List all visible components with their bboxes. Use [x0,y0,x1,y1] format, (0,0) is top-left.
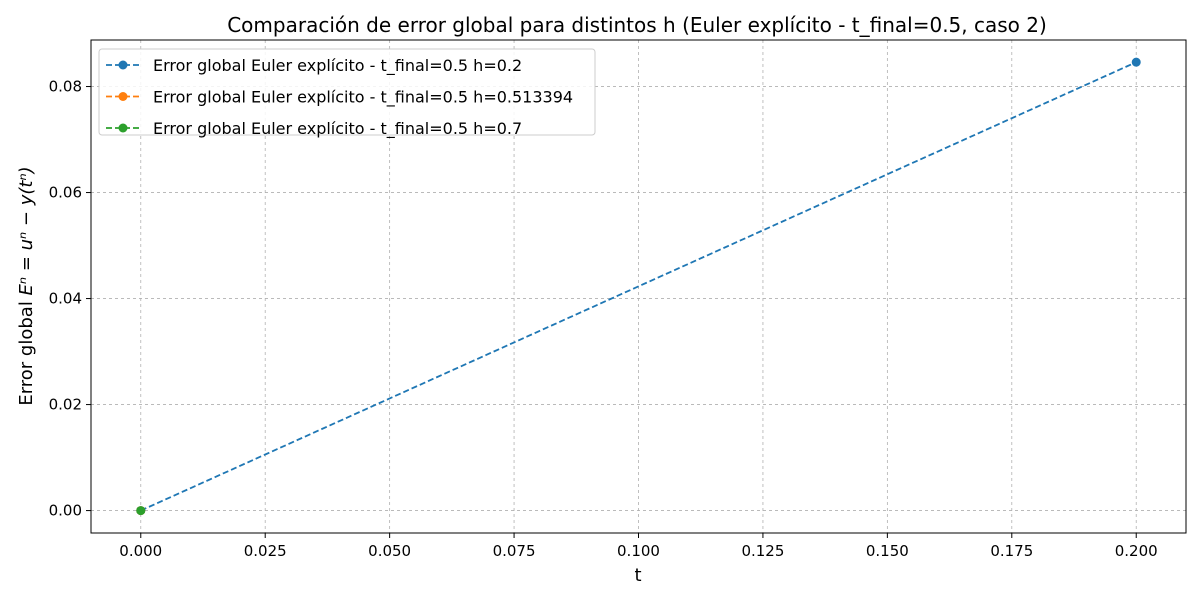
tick-layer: 0.000 0.025 0.050 0.075 0.100 0.125 0.150 0.175… [49,78,1158,560]
legend-label: Error global Euler explícito - t_final=0… [153,88,573,108]
legend-marker [118,60,128,70]
x-tick-label: 0.150 [866,542,909,560]
legend: Error global Euler explícito - t_final=0… [98,48,596,139]
y-tick-label: 0.08 [49,78,82,96]
series-line [140,61,1137,512]
y-axis-label-prefix: Error global [16,295,37,405]
legend-label: Error global Euler explícito - t_final=0… [153,56,522,76]
x-tick-label: 0.025 [244,542,287,560]
x-tick-label: 0.050 [368,542,411,560]
legend-entry: Error global Euler explícito - t_final=0… [106,56,522,76]
x-tick-label: 0.100 [617,542,660,560]
data-point [136,506,146,516]
data-point [1131,57,1141,67]
chart-title: Comparación de error global para distint… [227,13,1047,37]
y-tick-label: 0.06 [49,184,82,202]
x-tick-label: 0.125 [741,542,784,560]
y-axis-label: Error global Eⁿ = uⁿ − y(tⁿ) [16,166,37,405]
y-tick-label: 0.04 [49,290,82,308]
legend-entry: Error global Euler explícito - t_final=0… [106,119,522,139]
x-tick-label: 0.200 [1115,542,1158,560]
legend-frame [98,48,596,136]
x-tick-label: 0.000 [119,542,162,560]
y-tick-label: 0.02 [49,396,82,414]
y-tick-label: 0.00 [49,502,82,520]
x-tick-label: 0.075 [493,542,536,560]
legend-items: Error global Euler explícito - t_final=0… [106,56,573,139]
series-layer [136,57,1141,516]
legend-entry: Error global Euler explícito - t_final=0… [106,88,573,108]
legend-label: Error global Euler explícito - t_final=0… [153,119,522,139]
x-axis-label: t [634,565,641,586]
series-3 [136,506,146,516]
legend-marker [118,92,128,101]
x-tick-label: 0.175 [990,542,1033,560]
legend-marker [118,123,128,133]
y-axis-label-math: Eⁿ = uⁿ − y(tⁿ) [16,166,37,295]
